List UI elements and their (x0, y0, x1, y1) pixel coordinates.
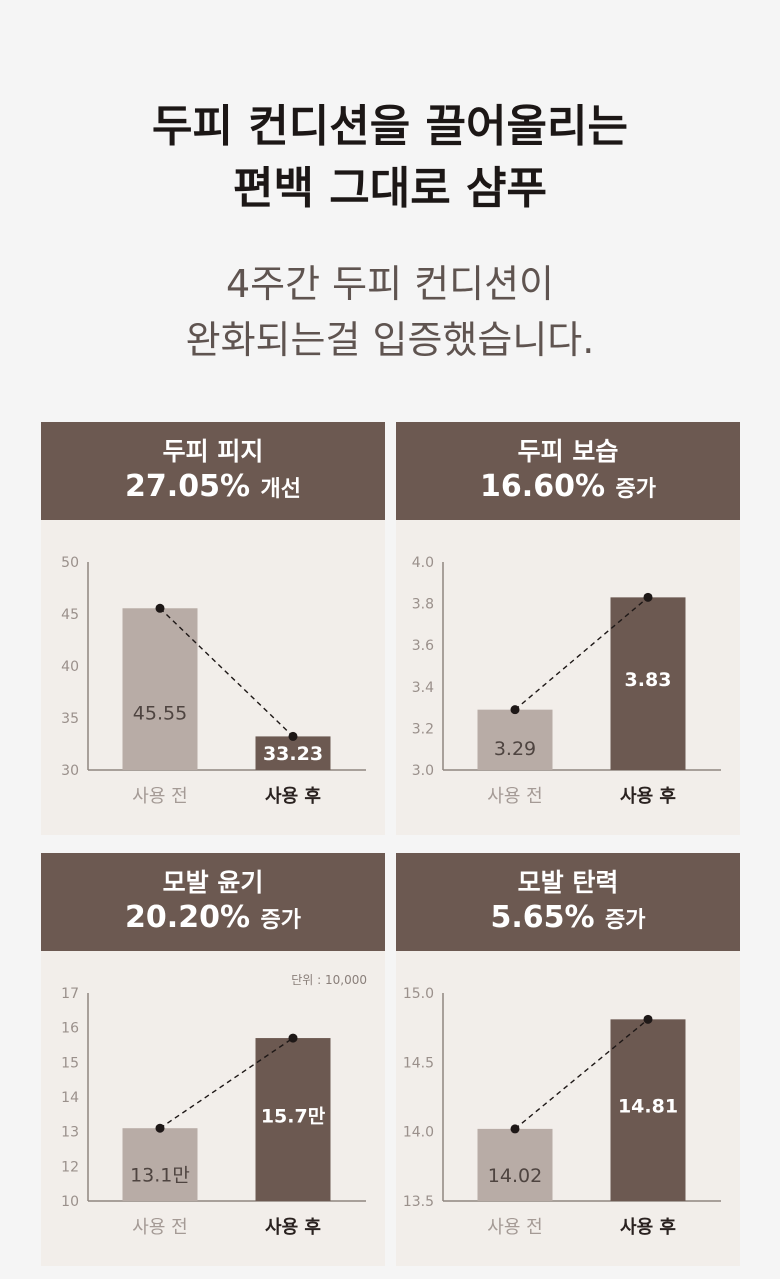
y-tick-label: 50 (61, 555, 79, 571)
y-tick-label: 3.0 (412, 763, 434, 779)
y-tick-label: 14 (61, 1090, 79, 1106)
panel-title: 모발 윤기 (162, 868, 264, 897)
panel-hair-shine: 모발 윤기 20.20% 증가 단위 : 10,000 17 16 15 14 13 12… (41, 853, 385, 1266)
bar-value-label: 45.55 (133, 702, 187, 724)
y-tick-label: 15 (61, 1055, 79, 1071)
y-tick-label: 40 (61, 659, 79, 675)
trend-point-after (643, 1014, 653, 1024)
trend-point-after (288, 731, 298, 741)
y-tick-label: 3.6 (412, 638, 434, 654)
trend-line (514, 1018, 649, 1130)
bar-value-label: 14.81 (618, 1096, 678, 1118)
trend-point-before (155, 603, 165, 613)
stat-word: 증가 (615, 477, 656, 502)
subheadline-line-1: 4주간 두피 컨디션이 (225, 262, 555, 306)
stat-word: 증가 (605, 908, 646, 933)
stat-value: 27.05% (125, 469, 250, 504)
x-category-label: 사용 전 (487, 1217, 542, 1238)
y-tick-label: 14.0 (403, 1125, 434, 1141)
headline-line-1: 두피 컨디션을 끌어올리는 (152, 101, 628, 152)
y-tick-label: 35 (61, 711, 79, 727)
y-tick-label: 13 (61, 1125, 79, 1141)
bar-before (477, 709, 553, 770)
x-category-label: 사용 후 (265, 1217, 321, 1238)
bar-chart: 15.0 14.5 14.0 13.5 14.02 14.81 사용 전 사용 후 (403, 986, 721, 1238)
y-tick-label: 3.2 (412, 721, 434, 737)
y-tick-label: 30 (61, 763, 79, 779)
trend-point-before (510, 1124, 520, 1134)
bar-after (255, 736, 331, 770)
panel-header: 모발 윤기 20.20% 증가 (41, 853, 385, 951)
bar-value-label: 14.02 (488, 1165, 542, 1187)
bar-after (610, 1019, 686, 1201)
y-tick-label: 12 (61, 1159, 79, 1175)
headline-line-2: 편백 그대로 샴푸 (233, 163, 547, 214)
subheadline: 4주간 두피 컨디션이 완화되는걸 입증했습니다. (0, 256, 780, 368)
panel-hair-elasticity: 모발 탄력 5.65% 증가 15.0 14.5 14.0 13.5 14.02 14.8… (396, 853, 740, 1266)
bar-value-label: 15.7만 (261, 1105, 326, 1127)
bar-value-label: 33.23 (263, 743, 323, 765)
panel-title: 두피 보습 (517, 437, 619, 466)
y-tick-label: 15.0 (403, 986, 434, 1002)
panel-header: 두피 피지 27.05% 개선 (41, 422, 385, 520)
headline: 두피 컨디션을 끌어올리는 편백 그대로 샴푸 (0, 96, 780, 220)
panel-stat: 27.05% 개선 (41, 468, 385, 509)
y-tick-label: 3.8 (412, 597, 434, 613)
trend-point-after (288, 1033, 298, 1043)
panel-title: 모발 탄력 (517, 868, 619, 897)
bar-chart: 4.0 3.8 3.6 3.4 3.2 3.0 3.29 3.83 사용 전 사용 후 (412, 555, 721, 807)
panel-scalp-moisture: 두피 보습 16.60% 증가 4.0 3.8 3.6 3.4 3.2 3.0 3.29 3.… (396, 422, 740, 835)
subheadline-line-2: 완화되는걸 입증했습니다. (185, 318, 595, 362)
trend-point-after (643, 592, 653, 602)
y-tick-label: 17 (61, 986, 79, 1002)
bar-after (610, 597, 686, 770)
stat-word: 증가 (260, 908, 301, 933)
bar-value-label: 13.1만 (130, 1165, 190, 1187)
bar-after (255, 1038, 331, 1201)
stat-value: 20.20% (125, 900, 250, 935)
x-category-label: 사용 후 (265, 786, 321, 807)
bar-value-label: 3.83 (625, 669, 672, 691)
x-category-label: 사용 전 (132, 786, 187, 807)
trend-point-before (155, 1123, 165, 1133)
panel-title: 두피 피지 (162, 437, 264, 466)
x-category-label: 사용 후 (620, 1217, 676, 1238)
y-tick-label: 16 (61, 1021, 79, 1037)
trend-line (514, 596, 649, 711)
x-category-label: 사용 전 (487, 786, 542, 807)
y-tick-label: 14.5 (403, 1055, 434, 1071)
trend-line (159, 607, 294, 737)
panel-header: 두피 보습 16.60% 증가 (396, 422, 740, 520)
bar-before (477, 1128, 553, 1201)
unit-note: 단위 : 10,000 (291, 973, 367, 987)
x-category-label: 사용 후 (620, 786, 676, 807)
panel-scalp-sebum: 두피 피지 27.05% 개선 50 45 40 35 30 45.55 33.23 사용 전… (41, 422, 385, 835)
panel-stat: 16.60% 증가 (396, 468, 740, 509)
y-tick-label: 3.4 (412, 680, 434, 696)
panel-header: 모발 탄력 5.65% 증가 (396, 853, 740, 951)
y-tick-label: 10 (61, 1194, 79, 1210)
panel-stat: 20.20% 증가 (41, 899, 385, 940)
y-tick-label: 13.5 (403, 1194, 434, 1210)
bar-chart: 50 45 40 35 30 45.55 33.23 사용 전 사용 후 (61, 555, 366, 807)
y-tick-label: 4.0 (412, 555, 434, 571)
panel-stat: 5.65% 증가 (396, 899, 740, 940)
bar-before (122, 1128, 198, 1201)
bar-before (122, 608, 198, 770)
stat-word: 개선 (260, 477, 301, 502)
y-tick-label: 45 (61, 607, 79, 623)
trend-point-before (510, 705, 520, 715)
stat-value: 5.65% (490, 900, 595, 935)
x-category-label: 사용 전 (132, 1217, 187, 1238)
stat-value: 16.60% (480, 469, 605, 504)
bar-value-label: 3.29 (494, 738, 536, 760)
